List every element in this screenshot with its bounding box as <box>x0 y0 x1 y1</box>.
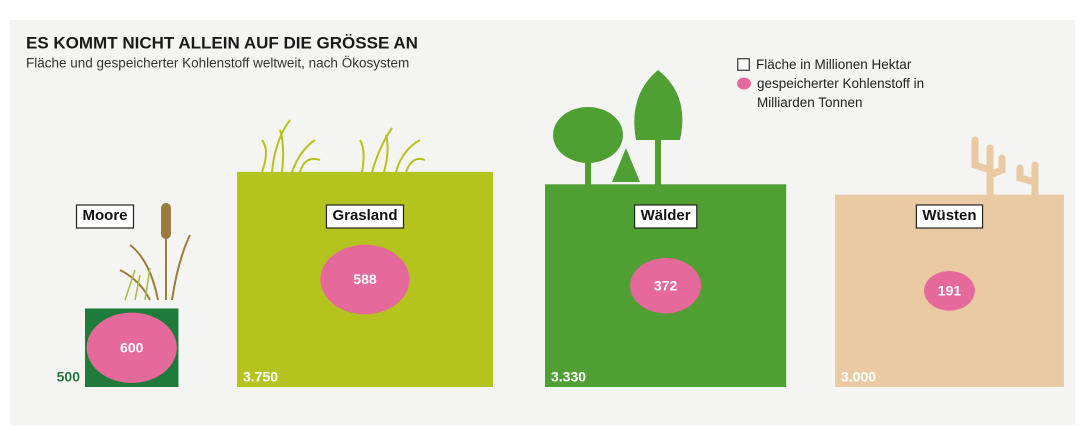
carbon-label: 372 <box>654 277 678 293</box>
legend-swatch <box>737 77 751 90</box>
page: ES KOMMT NICHT ALLEIN AUF DIE GRÖSSE AN … <box>0 0 1082 430</box>
area-label: 3.330 <box>551 369 586 385</box>
legend-item: gespeicherter Kohlenstoff in Milliarden … <box>737 74 977 112</box>
carbon-label: 191 <box>938 283 962 299</box>
legend-swatch <box>737 58 750 71</box>
chart-title: ES KOMMT NICHT ALLEIN AUF DIE GRÖSSE AN <box>26 33 418 52</box>
area-label: 3.750 <box>243 369 278 385</box>
area-label: 3.000 <box>841 369 876 385</box>
category-label: Wälder <box>641 207 691 224</box>
carbon-label: 588 <box>353 271 377 287</box>
category-label: Grasland <box>332 207 397 224</box>
legend-item: Fläche in Millionen Hektar <box>737 55 977 74</box>
chart-subtitle: Fläche und gespeicherter Kohlenstoff wel… <box>26 56 409 71</box>
category-label: Wüsten <box>922 207 976 224</box>
legend-label: gespeicherter Kohlenstoff in Milliarden … <box>757 74 927 112</box>
area-label: 500 <box>57 369 81 385</box>
category-label: Moore <box>83 207 128 224</box>
carbon-label: 600 <box>120 339 144 355</box>
legend-label: Fläche in Millionen Hektar <box>756 55 911 74</box>
legend: Fläche in Millionen Hektar gespeicherter… <box>737 55 977 112</box>
